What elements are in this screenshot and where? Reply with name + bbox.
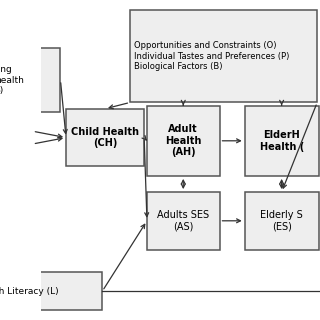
Text: Elderly S
(ES): Elderly S (ES) [260, 210, 303, 232]
Bar [147, 106, 220, 176]
Text: Child Health
(CH): Child Health (CH) [71, 127, 139, 148]
Text: ling
health
S): ling health S) [0, 65, 24, 95]
Text: Adult
Health
(AH): Adult Health (AH) [165, 124, 201, 157]
Text: th Literacy (L): th Literacy (L) [0, 287, 59, 296]
Text: Adults SES
(AS): Adults SES (AS) [157, 210, 209, 232]
Bar [0, 48, 60, 112]
Text: ElderH
Health (: ElderH Health ( [260, 130, 304, 152]
Bar [66, 109, 144, 166]
Bar [245, 106, 319, 176]
Bar [0, 272, 102, 310]
Bar [130, 10, 317, 102]
Bar [147, 192, 220, 250]
Bar [245, 192, 319, 250]
Text: Opportunities and Constraints (O)
Individual Tastes and Preferences (P)
Biologic: Opportunities and Constraints (O) Indivi… [134, 41, 290, 71]
